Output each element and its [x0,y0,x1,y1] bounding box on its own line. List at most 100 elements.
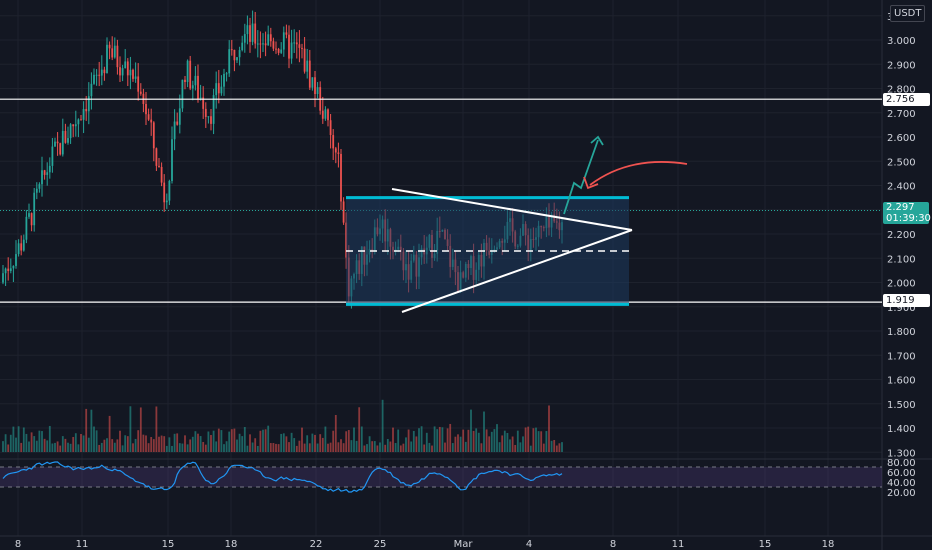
candle-body [259,43,262,45]
candle-body [152,122,155,149]
volume-bar [457,434,459,452]
candle-body [241,42,244,51]
candle-body [139,91,142,94]
volume-bar [392,427,394,452]
volume-bar [418,428,420,452]
volume-bar [511,436,514,452]
candle-body [160,166,163,183]
volume-bar [555,445,558,452]
volume-bar [561,442,563,452]
candle-body [314,77,316,95]
volume-bar [106,438,108,452]
volume-bar [236,439,238,452]
candle-body [12,265,15,269]
time-tick-label: 15 [759,539,772,550]
volume-bar [542,443,545,452]
candle-body [256,43,259,45]
volume-bar [82,435,85,452]
volume-bar [280,433,283,452]
volume-bar [210,435,212,452]
price-tick-label: 2.600 [887,133,916,144]
last-price-value: 2.297 [886,202,915,213]
candle-body [272,41,275,49]
volume-bar [41,431,43,452]
volume-bar [46,440,49,452]
volume-bar [368,436,371,452]
volume-bar [230,429,233,452]
volume-bar [87,437,90,452]
volume-bar [139,407,142,452]
candle-body [4,268,7,274]
rsi-tick-label: 60.00 [887,468,916,479]
volume-bar [171,445,173,452]
price-tick-label: 1.600 [887,376,916,387]
volume-bar [282,433,285,452]
candle-body [236,57,238,61]
volume-bar [527,426,530,452]
volume-bar [103,439,106,452]
volume-bar [485,429,488,452]
rsi-tick-label: 20.00 [887,488,916,499]
price-tick-label: 1.300 [887,448,916,459]
candle-body [163,182,166,203]
triangle-lower-line[interactable] [401,229,633,313]
candle-body [337,152,340,154]
volume-bar [332,430,335,452]
triangle-upper-line[interactable] [391,188,633,231]
volume-bar [7,444,10,452]
volume-bar [202,441,205,452]
volume-bar [56,441,59,452]
volume-bar [69,443,72,452]
candle-body [298,44,301,48]
volume-bar [433,426,436,452]
candle-body [132,69,134,79]
volume-bar [288,442,290,452]
range-box[interactable] [346,197,629,305]
candle-body [329,120,332,136]
volume-bar [501,435,504,452]
volume-bar [532,428,535,452]
candle-body [87,96,90,112]
candle-body [30,213,33,226]
volume-bar [113,442,116,452]
volume-bar [319,434,322,452]
volume-bar [358,407,361,452]
candle-body [269,34,272,42]
volume-bar [454,436,457,452]
candle-body [9,268,12,271]
currency-badge[interactable]: USDT [890,5,926,22]
volume-bar [48,425,51,452]
volume-bar [17,426,20,452]
candle-body [158,165,160,167]
candle-body [22,239,25,251]
volume-bar [204,444,207,452]
volume-bar [493,429,496,452]
volume-bar [90,409,93,452]
volume-bar [119,430,121,452]
volume-bar [267,425,270,452]
volume-bar [176,433,179,452]
volume-bar [165,445,168,452]
projection-path[interactable] [563,139,599,215]
volume-bar [168,437,171,452]
pointer-arrow[interactable] [589,161,688,186]
volume-bar [428,442,431,452]
candle-body [2,273,4,283]
candle-body [228,49,231,74]
candle-body [168,181,171,201]
candle-body [308,60,311,88]
candle-body [103,69,106,74]
volume-bar [342,443,345,452]
pointer-arrowhead [583,176,599,190]
candle-body [106,44,108,74]
volume-bar [529,445,532,452]
volume-bar [80,433,82,452]
volume-bar [194,431,197,452]
candle-body [184,79,186,82]
candle-body [7,268,10,271]
volume-bar [496,424,498,452]
volume-bar [246,445,249,452]
projection-arrowhead [590,135,604,146]
